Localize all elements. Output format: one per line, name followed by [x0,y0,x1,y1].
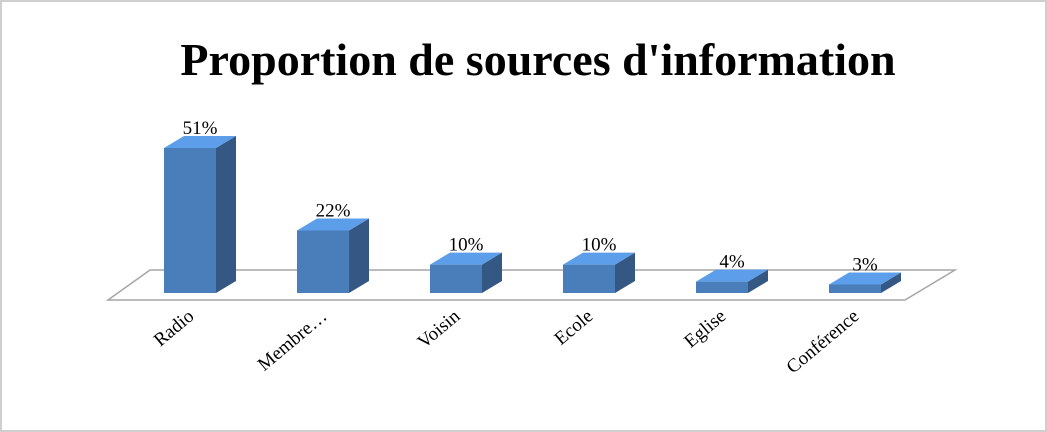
data-label: 22% [316,200,351,221]
data-label: 3% [852,254,878,275]
bar [297,218,369,293]
chart-title: Proportion de sources d'information [180,34,895,85]
bar-side [216,136,236,293]
bar-side [615,252,635,293]
bar-top [829,272,901,285]
bar-side [349,218,369,293]
bar [829,272,901,293]
bar-top [696,269,768,282]
bar [696,269,768,293]
bar-side [748,269,768,293]
bar-front [430,264,482,293]
bar-side [881,272,901,293]
data-label: 10% [449,235,484,256]
bar-top [430,252,502,265]
bar-front [164,148,216,293]
bar-front [563,264,615,293]
bar [563,252,635,293]
data-label: 10% [582,235,617,256]
data-label: 51% [183,118,218,139]
bar-top [164,136,236,148]
data-label: 4% [719,252,745,273]
bar-front [696,281,748,293]
bar-side [482,252,502,293]
bar-front [297,230,349,293]
bar-front [829,284,881,293]
bar [164,136,236,293]
bar [430,252,502,293]
bar-top [563,252,635,265]
bar-top [297,218,369,231]
